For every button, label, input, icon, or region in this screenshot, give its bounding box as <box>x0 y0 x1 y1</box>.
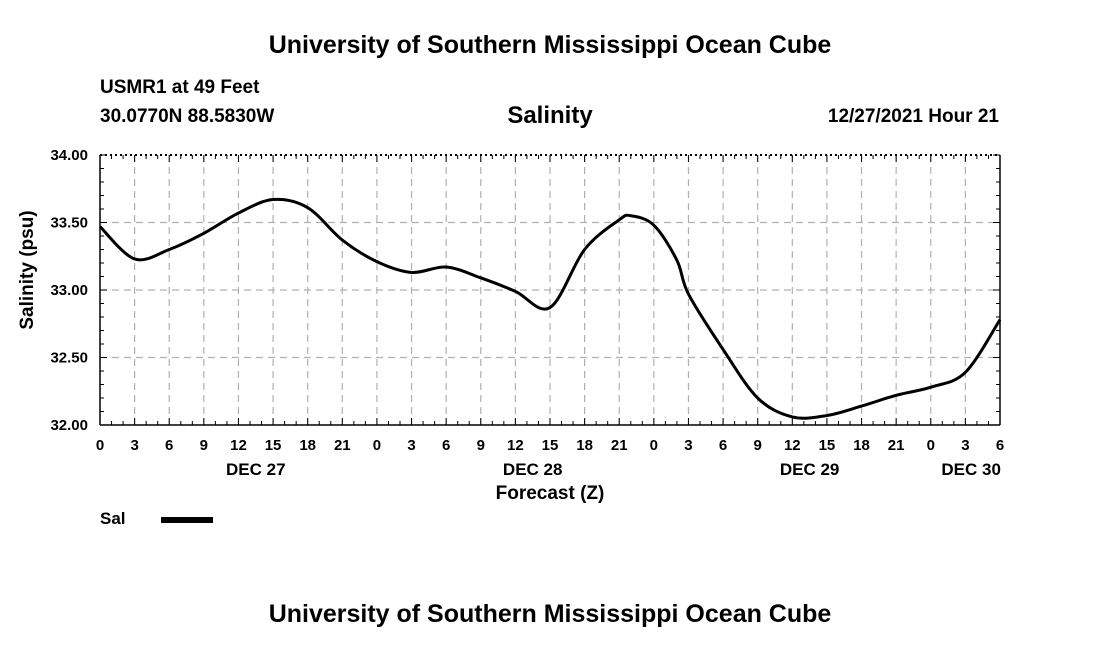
x-tick-label: 15 <box>265 437 282 454</box>
series-line-sal <box>98 197 1002 420</box>
x-tick-label: 3 <box>407 437 415 454</box>
page-title: University of Southern Mississippi Ocean… <box>268 31 832 59</box>
x-tick-label: 15 <box>542 437 559 454</box>
legend-swatch-sal <box>161 517 213 523</box>
legend-label: Sal <box>100 509 126 528</box>
x-tick-label: 15 <box>819 437 836 454</box>
x-tick-label: 3 <box>961 437 969 454</box>
y-tick-label: 34.00 <box>50 147 88 164</box>
x-tick-label: 12 <box>784 437 801 454</box>
x-tick-label: 6 <box>442 437 450 454</box>
chart-title: Salinity <box>507 102 593 129</box>
date-label: DEC 28 <box>503 460 563 479</box>
y-axis-label: Salinity (psu) <box>17 210 38 330</box>
x-tick-label: 0 <box>373 437 381 454</box>
x-tick-label: 9 <box>754 437 762 454</box>
x-axis-label: Forecast (Z) <box>495 483 605 504</box>
datetime-label: 12/27/2021 Hour 21 <box>827 106 999 127</box>
x-tick-label: 0 <box>96 437 104 454</box>
date-label: DEC 27 <box>226 460 286 479</box>
y-tick-label: 33.50 <box>50 215 88 232</box>
x-tick-label: 9 <box>200 437 208 454</box>
x-tick-label: 0 <box>927 437 935 454</box>
x-tick-label: 0 <box>650 437 658 454</box>
x-tick-label: 6 <box>165 437 173 454</box>
x-tick-label: 3 <box>684 437 692 454</box>
x-tick-label: 12 <box>230 437 247 454</box>
footer-title: University of Southern Mississippi Ocean… <box>268 600 832 628</box>
x-tick-label: 6 <box>719 437 727 454</box>
y-tick-label: 32.50 <box>50 350 88 367</box>
x-tick-label: 12 <box>507 437 524 454</box>
x-tick-label: 18 <box>299 437 316 454</box>
x-tick-label: 21 <box>334 437 351 454</box>
y-tick-label: 33.00 <box>50 282 88 299</box>
coordinates-label: 30.0770N 88.5830W <box>100 106 275 127</box>
date-label: DEC 30 <box>941 460 1001 479</box>
y-tick-label: 32.00 <box>50 417 88 434</box>
x-tick-label: 3 <box>130 437 138 454</box>
x-tick-label: 21 <box>611 437 628 454</box>
x-tick-label: 18 <box>853 437 870 454</box>
station-label: USMR1 at 49 Feet <box>100 77 260 98</box>
x-tick-label: 6 <box>996 437 1004 454</box>
x-tick-label: 18 <box>576 437 593 454</box>
date-label: DEC 29 <box>780 460 840 479</box>
x-tick-label: 9 <box>477 437 485 454</box>
x-tick-label: 21 <box>888 437 905 454</box>
